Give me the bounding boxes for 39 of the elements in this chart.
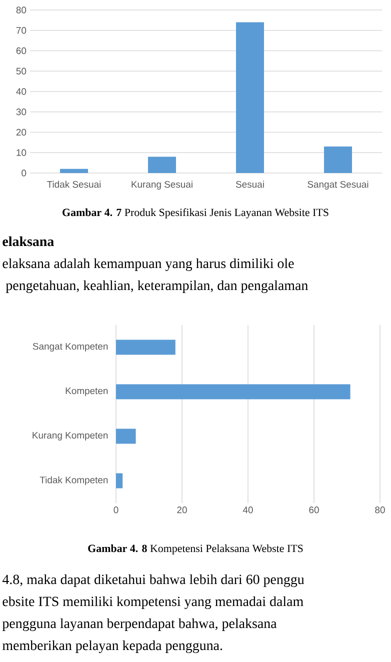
text: memberikan pelayan kepada pengguna. bbox=[2, 640, 222, 654]
y-tick-label: Sangat Kompeten bbox=[32, 342, 108, 352]
text: Gambar 4. 8 Kompetensi Pelaksana Webste ITS bbox=[88, 544, 303, 554]
bar bbox=[116, 428, 136, 444]
y-tick-label: 30 bbox=[16, 108, 26, 116]
y-tick-label: 10 bbox=[16, 149, 26, 156]
x-tick-label: 40 bbox=[242, 506, 253, 514]
text: ebsite ITS memiliki kompetensi yang memadai dalam bbox=[2, 596, 304, 610]
y-tick-label: 60 bbox=[16, 47, 26, 54]
y-tick-label: 80 bbox=[16, 6, 26, 14]
bar bbox=[116, 473, 123, 488]
y-tick-label: 50 bbox=[16, 68, 26, 74]
x-tick-label: Sangat Sesuai bbox=[308, 180, 368, 190]
bar bbox=[148, 156, 176, 174]
y-tick-label: 20 bbox=[16, 128, 26, 136]
bar bbox=[116, 340, 176, 355]
x-tick-label: 20 bbox=[177, 506, 187, 514]
x-tick-label: 80 bbox=[375, 506, 385, 514]
text: elaksana bbox=[2, 236, 54, 246]
y-tick-label: 40 bbox=[16, 88, 26, 95]
bar bbox=[236, 22, 264, 174]
y-tick-label: 70 bbox=[16, 27, 26, 34]
x-tick-label: Tidak Sesuai bbox=[47, 180, 101, 188]
x-tick-label: Kurang Sesuai bbox=[132, 180, 192, 190]
text: pengetahuan, keahlian, keterampilan, dan pengalaman bbox=[6, 280, 308, 294]
y-tick-label: 0 bbox=[22, 170, 26, 176]
bar bbox=[324, 146, 352, 174]
bar bbox=[60, 168, 88, 174]
y-tick-label: Kurang Kompeten bbox=[32, 432, 108, 440]
text: 4.8, maka dapat diketahui bahwa lebih dari 60 penggu bbox=[2, 574, 304, 588]
y-tick-label: Kompeten bbox=[66, 388, 108, 396]
text: pengguna layanan berpendapat bahwa, pelaksana bbox=[2, 618, 277, 632]
text: Gambar 4. 7 Produk Spesifikasi Jenis Layanan Website ITS bbox=[62, 208, 328, 218]
y-tick-label: Tidak Kompeten bbox=[40, 476, 108, 486]
x-tick-label: 60 bbox=[309, 506, 319, 514]
text: elaksana adalah kemampuan yang harus dimiliki ole bbox=[2, 258, 294, 272]
x-tick-label: Sesuai bbox=[236, 180, 264, 188]
x-tick-label: 0 bbox=[114, 506, 118, 514]
bar bbox=[116, 384, 350, 400]
